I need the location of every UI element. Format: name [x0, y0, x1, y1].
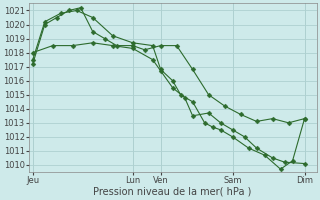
X-axis label: Pression niveau de la mer( hPa ): Pression niveau de la mer( hPa )	[93, 187, 252, 197]
